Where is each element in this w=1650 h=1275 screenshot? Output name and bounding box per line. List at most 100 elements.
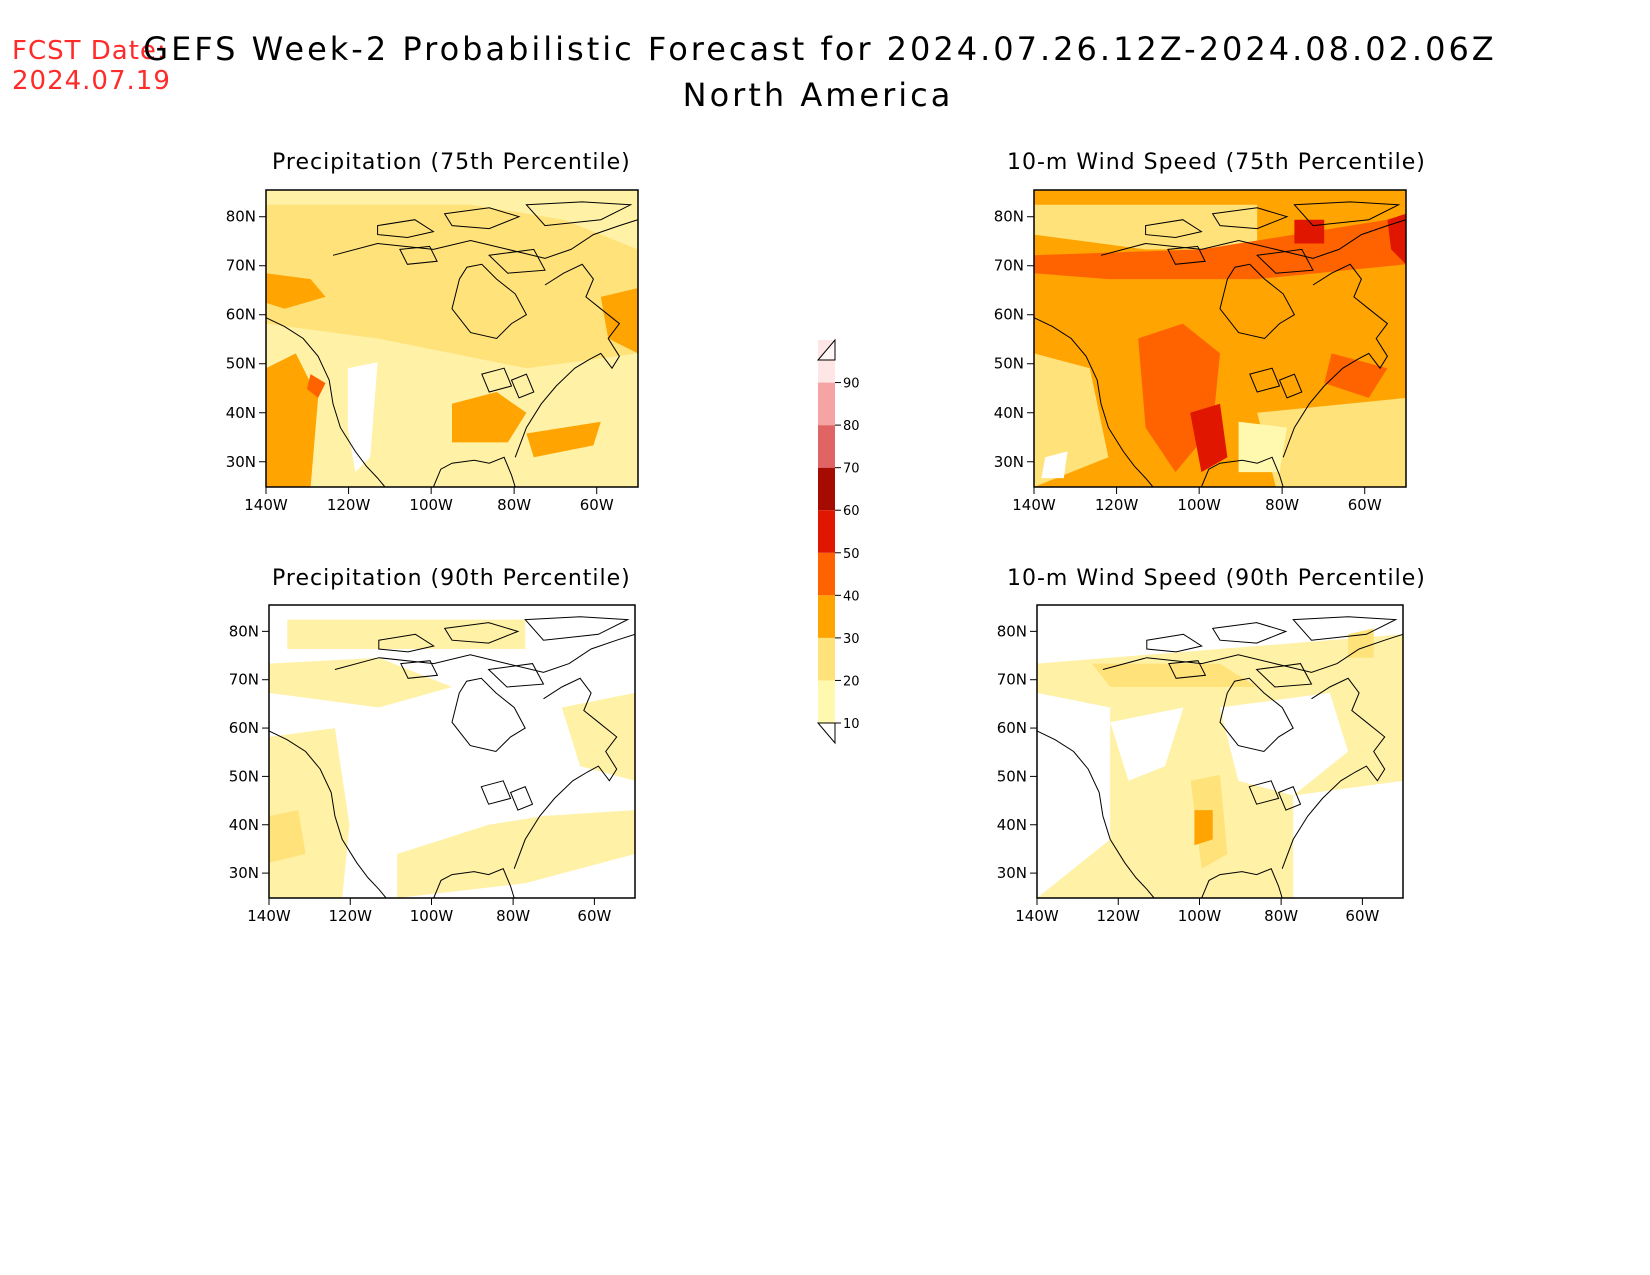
probability-region <box>266 204 638 369</box>
coastline <box>510 373 535 399</box>
lat-tick-label: 30N <box>226 453 256 471</box>
probability-region <box>1190 403 1228 473</box>
colorbar-swatch <box>818 637 835 681</box>
coastline <box>1211 622 1288 644</box>
lon-tick-label: 80W <box>497 496 531 514</box>
main-title: GEFS Week-2 Probabilistic Forecast for 2… <box>143 30 1497 68</box>
coastline <box>266 317 386 487</box>
lon-tick-label: 140W <box>247 907 291 925</box>
lat-tick-label: 60N <box>229 719 259 737</box>
fcst-date: FCST Date: 2024.07.19 <box>12 36 171 96</box>
coastline <box>433 868 515 898</box>
lat-tick-label: 70N <box>226 257 256 275</box>
coastline <box>400 660 439 679</box>
coastline <box>480 780 512 805</box>
probability-region <box>1294 219 1325 244</box>
lon-tick-label: 100W <box>1178 907 1222 925</box>
probability-region <box>452 392 527 443</box>
panel-title-wind90: 10-m Wind Speed (90th Percentile) <box>1007 566 1426 591</box>
coastline <box>399 245 438 265</box>
colorbar-label: 90 <box>843 377 860 392</box>
probability-region <box>1257 397 1406 487</box>
coastline <box>1201 868 1283 898</box>
lon-tick-label: 140W <box>1012 496 1056 514</box>
lon-tick-label: 60W <box>580 496 614 514</box>
panel-title-wind75: 10-m Wind Speed (75th Percentile) <box>1007 150 1426 175</box>
lat-tick-label: 30N <box>997 864 1027 882</box>
lon-tick-label: 120W <box>1095 496 1139 514</box>
map-frame <box>268 604 636 899</box>
coastline <box>1278 373 1303 399</box>
lon-tick-label: 100W <box>1177 496 1221 514</box>
coastline <box>432 456 516 487</box>
colorbar-swatch <box>818 595 835 638</box>
coastline <box>1248 780 1280 805</box>
coastline <box>1277 786 1302 811</box>
lat-tick-label: 60N <box>994 306 1024 324</box>
coastline <box>524 616 630 641</box>
panel-title-precip75: Precipitation (75th Percentile) <box>272 150 631 175</box>
probability-region <box>1220 692 1349 796</box>
coastline <box>1219 677 1294 753</box>
coastline <box>269 730 387 898</box>
fcst-date-value: 2024.07.19 <box>12 66 171 96</box>
colorbar-label: 80 <box>843 419 860 434</box>
coastline <box>481 367 513 393</box>
probability-region <box>347 362 378 473</box>
colorbar-swatch <box>818 510 835 553</box>
probability-region <box>1110 707 1184 781</box>
coastline <box>1034 317 1154 487</box>
probability-region <box>266 273 326 309</box>
lon-tick-label: 140W <box>1015 907 1059 925</box>
probability-region <box>1037 692 1111 898</box>
lat-tick-label: 50N <box>229 767 259 785</box>
coastline <box>525 201 633 227</box>
coastline <box>514 263 621 458</box>
lat-tick-label: 40N <box>997 816 1027 834</box>
probability-region <box>600 288 638 354</box>
probability-region <box>1324 353 1388 398</box>
colorbar-swatch <box>818 425 835 468</box>
coastline <box>332 219 638 259</box>
map-frame <box>1036 604 1404 899</box>
probability-region <box>561 692 635 781</box>
lon-tick-label: 60W <box>577 907 611 925</box>
map-panel-wind90: 80N 70N 60N 50N 40N 30N 140W 120W 100W 80W 60W <box>997 604 1404 925</box>
lat-tick-label: 50N <box>226 355 256 373</box>
probability-region <box>1194 810 1213 846</box>
region-subtitle: North America <box>682 76 954 114</box>
lat-tick-label: 50N <box>997 767 1027 785</box>
coastline <box>443 207 521 230</box>
coastline <box>377 219 435 239</box>
colorbar-label: 50 <box>843 547 860 562</box>
colorbar-label: 60 <box>843 504 860 519</box>
lat-tick-label: 60N <box>997 719 1027 737</box>
colorbar-label: 40 <box>843 589 860 604</box>
coastline <box>1211 207 1289 230</box>
coastline <box>1102 633 1403 673</box>
coastline <box>513 677 618 869</box>
map-panel-precip90: 80N 70N 60N 50N 40N 30N 140W 120W 100W 80W 60W <box>229 604 636 925</box>
coastline <box>451 263 528 340</box>
lon-tick-label: 100W <box>409 496 453 514</box>
lat-tick-label: 60N <box>226 306 256 324</box>
coastline <box>1146 633 1203 653</box>
probability-region <box>1238 421 1287 473</box>
lon-tick-label: 80W <box>496 907 530 925</box>
coastline <box>443 622 520 644</box>
lat-tick-label: 80N <box>997 622 1027 640</box>
panel-title-precip90: Precipitation (90th Percentile) <box>272 566 631 591</box>
lon-tick-label: 100W <box>410 907 454 925</box>
coastline <box>1282 263 1389 458</box>
lat-tick-label: 70N <box>229 671 259 689</box>
lat-tick-label: 30N <box>229 864 259 882</box>
map-frame <box>265 189 639 488</box>
probability-region <box>1387 213 1406 265</box>
map-frame <box>1033 189 1407 488</box>
lat-tick-label: 40N <box>226 404 256 422</box>
colorbar-swatch <box>818 467 835 511</box>
lat-tick-label: 70N <box>997 671 1027 689</box>
coastline <box>1167 245 1206 265</box>
lon-tick-label: 80W <box>1265 496 1299 514</box>
